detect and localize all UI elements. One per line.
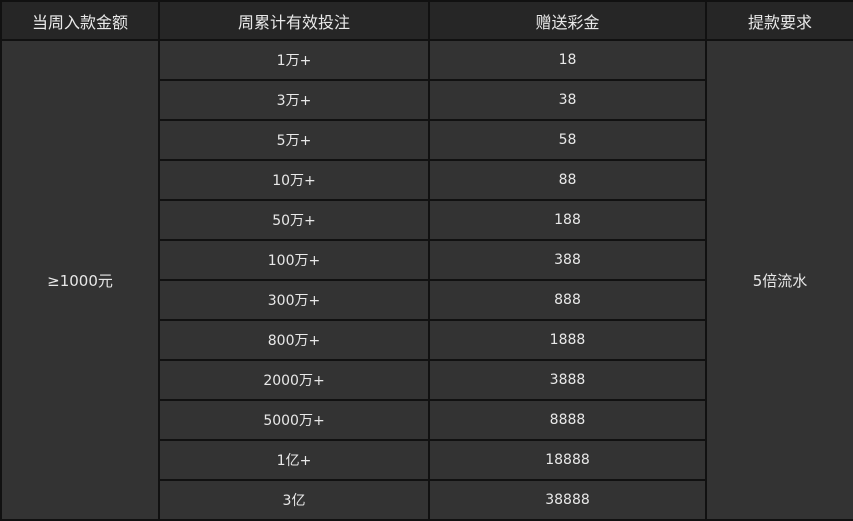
weekly-bet-cell: 50万+ <box>158 199 430 241</box>
weekly-bet-cell: 1亿+ <box>158 439 430 481</box>
table-row: 5万+ 58 <box>1 119 853 161</box>
bonus-cell: 58 <box>428 119 707 161</box>
withdraw-requirement-cell: 5倍流水 <box>705 39 853 521</box>
bonus-cell: 3888 <box>428 359 707 401</box>
bonus-cell: 888 <box>428 279 707 321</box>
header-deposit: 当周入款金额 <box>0 0 160 41</box>
bonus-cell: 388 <box>428 239 707 281</box>
weekly-bet-cell: 2000万+ <box>158 359 430 401</box>
header-row: 当周入款金额 周累计有效投注 赠送彩金 提款要求 <box>0 0 853 41</box>
bonus-cell: 1888 <box>428 319 707 361</box>
weekly-bet-cell: 3亿 <box>158 479 430 521</box>
header-bonus: 赠送彩金 <box>428 0 707 41</box>
bonus-cell: 188 <box>428 199 707 241</box>
weekly-bet-cell: 800万+ <box>158 319 430 361</box>
table-row: 300万+ 888 <box>1 279 853 321</box>
header-withdraw-requirement: 提款要求 <box>705 0 853 41</box>
weekly-bet-cell: 5万+ <box>158 119 430 161</box>
table-row: 800万+ 1888 <box>1 319 853 361</box>
weekly-bet-cell: 1万+ <box>158 39 430 81</box>
bonus-cell: 38888 <box>428 479 707 521</box>
bonus-cell: 18 <box>428 39 707 81</box>
deposit-cell: ≥1000元 <box>0 39 160 521</box>
table-row: 1亿+ 18888 <box>1 439 853 481</box>
bonus-cell: 8888 <box>428 399 707 441</box>
weekly-bet-cell: 5000万+ <box>158 399 430 441</box>
table-row: 3亿 38888 <box>1 479 853 521</box>
weekly-bet-cell: 10万+ <box>158 159 430 201</box>
table-row: 100万+ 388 <box>1 239 853 281</box>
table-row: 3万+ 38 <box>1 79 853 121</box>
bonus-cell: 38 <box>428 79 707 121</box>
bonus-cell: 88 <box>428 159 707 201</box>
table-row: 2000万+ 3888 <box>1 359 853 401</box>
header-weekly-bet: 周累计有效投注 <box>158 0 430 41</box>
weekly-bet-cell: 100万+ <box>158 239 430 281</box>
weekly-bet-cell: 3万+ <box>158 79 430 121</box>
table-row: 10万+ 88 <box>1 159 853 201</box>
bonus-cell: 18888 <box>428 439 707 481</box>
table-row: 5000万+ 8888 <box>1 399 853 441</box>
table-row: ≥1000元 1万+ 18 5倍流水 <box>0 39 853 521</box>
table-row: 50万+ 188 <box>1 199 853 241</box>
weekly-bet-cell: 300万+ <box>158 279 430 321</box>
